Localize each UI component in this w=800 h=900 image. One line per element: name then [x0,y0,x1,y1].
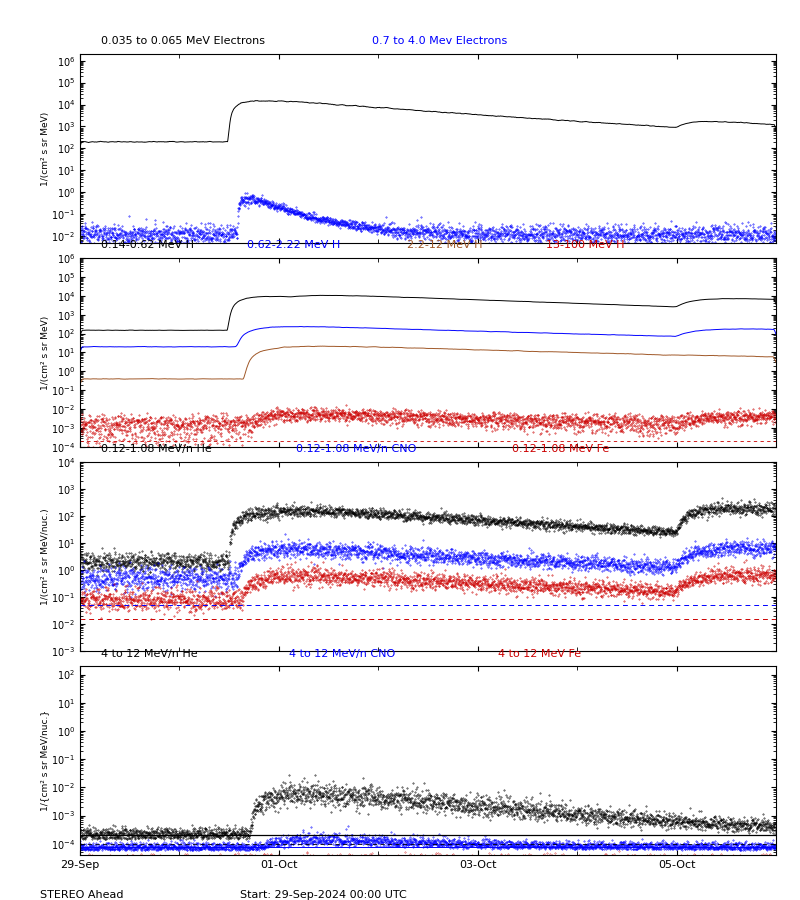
Text: Start: 29-Sep-2024 00:00 UTC: Start: 29-Sep-2024 00:00 UTC [240,890,406,900]
Text: 4 to 12 MeV Fe: 4 to 12 MeV Fe [498,649,581,659]
Text: 2.2-12 MeV H: 2.2-12 MeV H [407,240,482,250]
Text: 0.12-1.08 MeV/n CNO: 0.12-1.08 MeV/n CNO [296,445,416,455]
Y-axis label: 1/(cm² s sr MeV): 1/(cm² s sr MeV) [41,315,50,390]
Text: 0.035 to 0.065 MeV Electrons: 0.035 to 0.065 MeV Electrons [101,36,265,47]
Y-axis label: 1/{cm² s sr MeV/nuc.}: 1/{cm² s sr MeV/nuc.} [41,710,50,811]
Text: 0.7 to 4.0 Mev Electrons: 0.7 to 4.0 Mev Electrons [372,36,507,47]
Text: 13-100 MeV H: 13-100 MeV H [546,240,625,250]
Text: 4 to 12 MeV/n He: 4 to 12 MeV/n He [101,649,198,659]
Y-axis label: 1/(cm² s sr MeV): 1/(cm² s sr MeV) [41,112,50,185]
Text: 0.12-1.08 MeV Fe: 0.12-1.08 MeV Fe [511,445,609,455]
Text: 0.62-2.22 MeV H: 0.62-2.22 MeV H [247,240,340,250]
Text: 4 to 12 MeV/n CNO: 4 to 12 MeV/n CNO [289,649,395,659]
Text: 0.12-1.08 MeV/n He: 0.12-1.08 MeV/n He [101,445,212,455]
Y-axis label: 1/(cm² s sr MeV/nuc.): 1/(cm² s sr MeV/nuc.) [41,508,50,605]
Text: 0.14-0.62 MeV H: 0.14-0.62 MeV H [101,240,194,250]
Text: STEREO Ahead: STEREO Ahead [40,890,123,900]
